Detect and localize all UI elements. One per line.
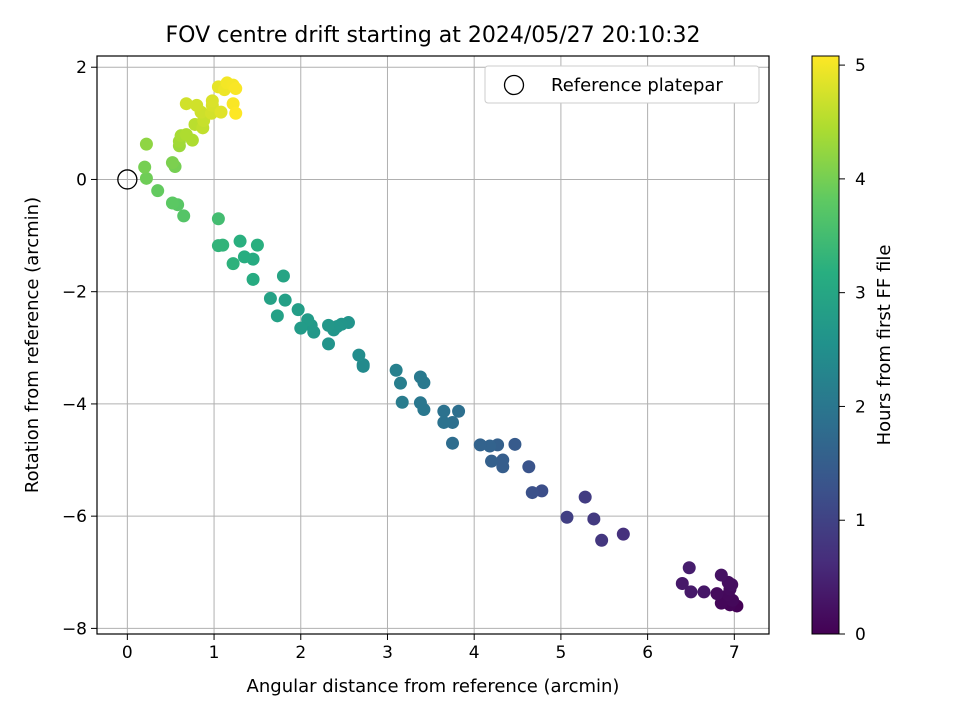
data-point [294, 321, 308, 335]
x-tick-label: 1 [209, 643, 220, 663]
data-point [413, 396, 427, 410]
legend-label: Reference platepar [551, 75, 723, 96]
data-point [710, 587, 724, 601]
y-tick-label: −4 [62, 395, 87, 415]
data-point [270, 309, 284, 323]
data-point [522, 460, 536, 474]
colorbar-label: Hours from first FF file [874, 245, 895, 446]
y-tick-label: 2 [76, 58, 87, 78]
data-point [205, 94, 219, 108]
data-point [682, 561, 696, 575]
colorbar [811, 55, 840, 635]
x-tick-label: 4 [469, 643, 480, 663]
data-point [226, 257, 240, 271]
x-tick-label: 6 [642, 643, 653, 663]
y-axis-label: Rotation from reference (arcmin) [22, 197, 43, 493]
reference-point [117, 169, 138, 190]
y-tick-label: −6 [62, 507, 87, 527]
data-point [276, 269, 290, 283]
colorbar-tick-label: 1 [855, 511, 866, 531]
data-point [250, 238, 264, 252]
x-tick-label: 2 [295, 643, 306, 663]
data-point [214, 105, 228, 119]
x-tick-label: 0 [122, 643, 133, 663]
data-point [525, 486, 539, 500]
data-point [496, 453, 510, 467]
data-point [473, 438, 487, 452]
data-point [263, 291, 277, 305]
data-point [246, 272, 260, 286]
data-point [395, 395, 409, 409]
data-point [151, 184, 165, 198]
data-point [389, 363, 403, 377]
colorbar-tick-label: 4 [855, 170, 866, 190]
data-point [437, 404, 451, 418]
x-tick-label: 5 [555, 643, 566, 663]
x-axis-label: Angular distance from reference (arcmin) [247, 676, 620, 697]
y-axis-ticks: −8 −6 −4 −2 0 2 [62, 58, 97, 639]
data-point [165, 196, 179, 210]
data-point [185, 133, 199, 147]
y-tick-label: 0 [76, 170, 87, 190]
reference-platepar-marker [117, 169, 138, 190]
data-point [138, 160, 152, 174]
data-point [393, 376, 407, 390]
data-points [138, 76, 744, 613]
legend: Reference platepar [484, 65, 760, 104]
data-point [446, 436, 460, 450]
data-point [595, 533, 609, 547]
y-tick-label: −8 [62, 619, 87, 639]
data-point [291, 303, 305, 317]
y-tick-label: −2 [62, 283, 87, 303]
x-tick-label: 7 [729, 643, 740, 663]
colorbar-tick-label: 2 [855, 397, 866, 417]
legend-marker-open-circle [503, 74, 525, 96]
data-point [229, 82, 243, 96]
data-point [452, 404, 466, 418]
data-point [139, 171, 153, 185]
data-point [437, 415, 451, 429]
data-point [139, 137, 153, 151]
data-point [179, 97, 193, 111]
colorbar-ticks: 0 1 2 3 4 5 [839, 56, 866, 645]
x-axis-ticks: 0 1 2 3 4 5 6 7 [122, 634, 740, 663]
data-point [322, 318, 336, 332]
data-point [508, 437, 522, 451]
data-point [190, 98, 204, 112]
data-point [211, 212, 225, 226]
data-point [616, 527, 630, 541]
data-point [675, 576, 689, 590]
data-point [413, 370, 427, 384]
data-point [714, 568, 728, 582]
legend-box [484, 65, 760, 104]
data-point [352, 348, 366, 362]
data-point [322, 337, 336, 351]
colorbar-tick-label: 3 [855, 284, 866, 304]
data-point [560, 510, 574, 524]
data-point [684, 585, 698, 599]
data-point [697, 585, 711, 599]
colorbar-tick-label: 0 [855, 625, 866, 645]
data-point [483, 439, 497, 453]
data-point [229, 106, 243, 120]
data-point [485, 454, 499, 468]
data-point [165, 156, 179, 170]
data-point [233, 234, 247, 248]
data-point [177, 209, 191, 223]
data-point [578, 490, 592, 504]
chart-title: FOV centre drift starting at 2024/05/27 … [166, 23, 701, 48]
data-point [211, 239, 225, 253]
data-point [587, 512, 601, 526]
data-point [278, 293, 292, 307]
colorbar-tick-label: 5 [855, 56, 866, 76]
plot-frame [96, 55, 770, 635]
data-point [237, 250, 251, 264]
x-tick-label: 3 [382, 643, 393, 663]
